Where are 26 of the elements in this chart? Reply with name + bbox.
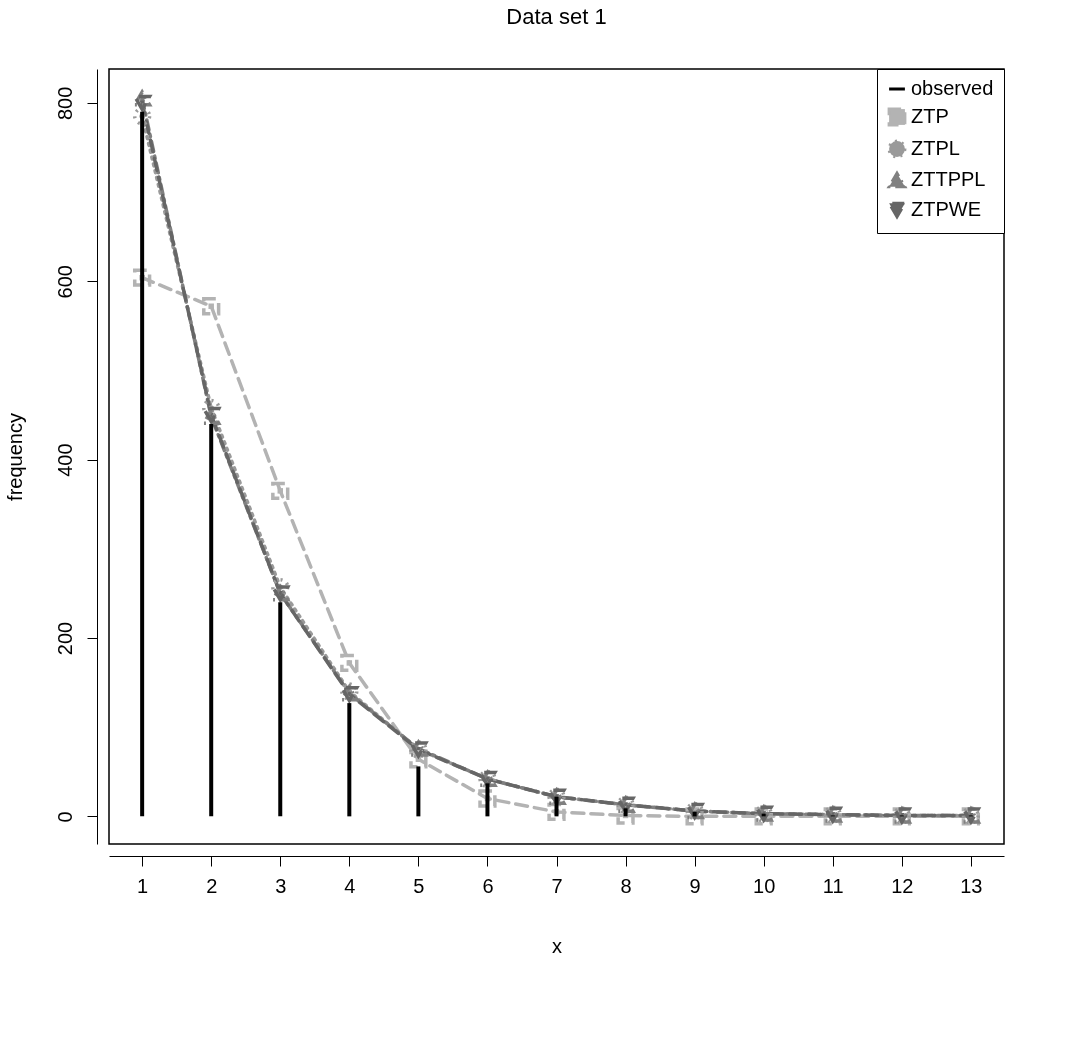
x-tick-label: 12 [891, 874, 914, 897]
y-axis-title: frequency [3, 413, 26, 501]
x-tick-label: 2 [206, 874, 218, 897]
y-tick-label: 600 [53, 265, 76, 299]
x-tick-label: 9 [689, 874, 701, 897]
y-tick-label: 0 [53, 811, 76, 823]
y-tick-label: 200 [53, 621, 76, 656]
x-tick-label: 11 [822, 874, 844, 897]
chart-title: Data set 1 [506, 3, 607, 29]
x-tick-label: 5 [413, 874, 425, 897]
x-tick-label: 7 [551, 874, 563, 897]
x-tick-label: 4 [344, 874, 356, 897]
legend-label: observed [911, 77, 994, 99]
x-tick-label: 1 [137, 874, 149, 897]
legend-label: ZTPWE [911, 198, 981, 220]
y-tick-label: 800 [53, 86, 76, 121]
x-tick-label: 10 [753, 874, 776, 897]
y-tick-label: 400 [53, 443, 76, 477]
legend-label: ZTP [911, 105, 949, 127]
x-tick-label: 6 [482, 874, 494, 897]
legend-label: ZTTPPL [911, 168, 986, 190]
x-tick-label: 13 [960, 874, 983, 897]
x-axis-title: x [552, 934, 562, 957]
legend-label: ZTPL [911, 137, 960, 159]
x-tick-label: 3 [275, 874, 287, 897]
x-tick-label: 8 [620, 874, 632, 897]
